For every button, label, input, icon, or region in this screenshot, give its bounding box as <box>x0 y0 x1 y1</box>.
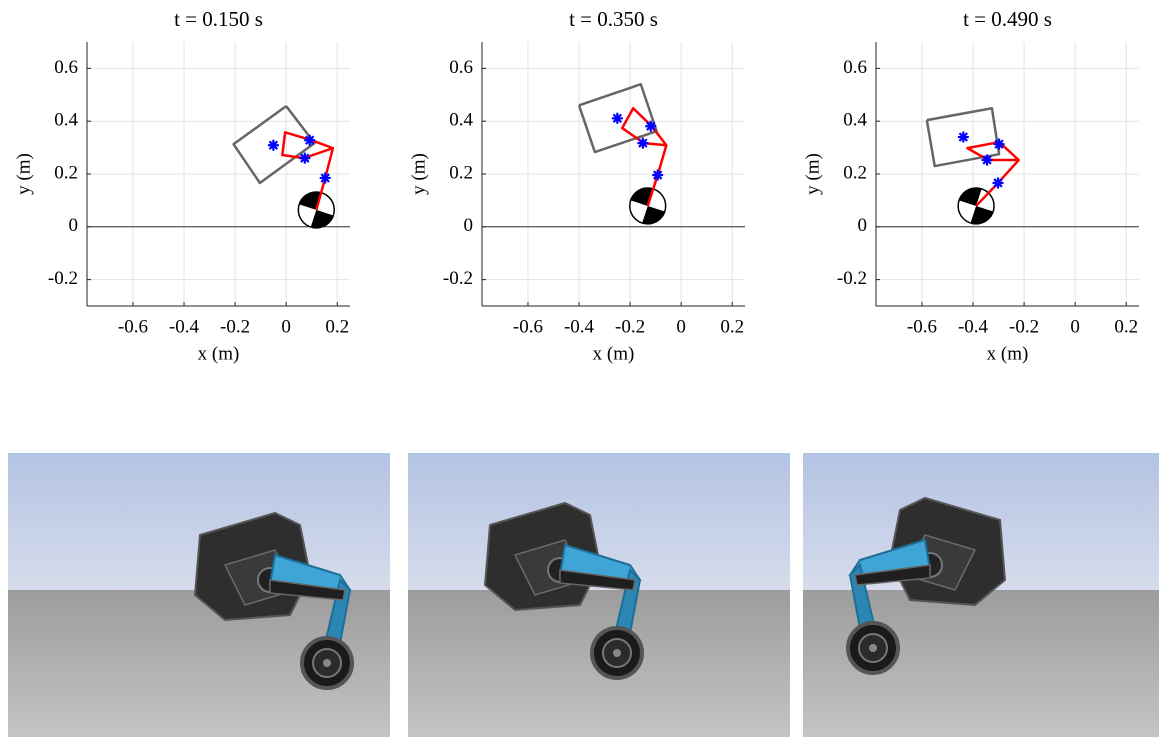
y-tick-label: 0.2 <box>54 162 78 183</box>
x-tick-label: -0.4 <box>169 316 200 337</box>
x-tick-label: -0.6 <box>907 316 937 337</box>
chart-title: t = 0.150 s <box>174 7 263 31</box>
joint-marker <box>994 139 1005 150</box>
y-tick-label: -0.2 <box>837 268 867 289</box>
joint-marker <box>320 172 331 183</box>
x-tick-label: 0.2 <box>325 316 349 337</box>
joint-marker <box>612 113 623 124</box>
y-tick-label: 0 <box>858 215 868 236</box>
x-tick-label: -0.2 <box>220 316 250 337</box>
y-tick-label: 0.4 <box>449 110 473 131</box>
y-tick-label: 0.4 <box>843 110 867 131</box>
y-tick-label: 0.6 <box>54 57 78 78</box>
figure: -0.2 0 0.2 0.4 0.6 -0.6 -0.4 -0.2 0 0.2 t = 0.150 … <box>0 0 1159 737</box>
x-axis-label: x (m) <box>198 343 240 364</box>
y-axis-label: y (m) <box>13 153 34 195</box>
render-panel <box>803 453 1159 737</box>
x-tick-label: 0 <box>281 316 291 337</box>
y-axis-label: y (m) <box>802 153 823 195</box>
joint-marker <box>299 153 310 164</box>
x-tick-label: -0.4 <box>564 316 595 337</box>
render-panel <box>8 453 390 737</box>
y-tick-label: 0.6 <box>449 57 473 78</box>
joint-marker <box>958 132 969 143</box>
x-tick-label: 0.2 <box>1114 316 1138 337</box>
joint-marker <box>268 140 279 151</box>
x-tick-label: -0.2 <box>615 316 645 337</box>
x-tick-label: -0.2 <box>1009 316 1039 337</box>
y-tick-label: 0.4 <box>54 110 78 131</box>
chart-title: t = 0.490 s <box>963 7 1052 31</box>
y-tick-label: 0.2 <box>843 162 867 183</box>
joint-marker <box>982 155 993 166</box>
wheel <box>630 188 666 224</box>
joint-marker <box>637 138 648 149</box>
render-panel <box>408 453 790 737</box>
y-tick-label: -0.2 <box>48 268 78 289</box>
joint-marker <box>993 177 1004 188</box>
y-tick-label: -0.2 <box>443 268 473 289</box>
x-axis-label: x (m) <box>593 343 635 364</box>
page: {"chart_data": [ {"type": "line", "title… <box>0 0 1159 737</box>
y-tick-label: 0 <box>464 215 474 236</box>
x-tick-label: 0 <box>676 316 686 337</box>
x-tick-label: 0.2 <box>720 316 744 337</box>
x-axis-label: x (m) <box>987 343 1029 364</box>
y-axis-label: y (m) <box>408 153 429 195</box>
joint-marker <box>645 121 656 132</box>
joint-marker <box>304 135 315 146</box>
y-tick-label: 0.2 <box>449 162 473 183</box>
joint-marker <box>652 170 663 181</box>
x-tick-label: -0.6 <box>513 316 543 337</box>
chart-title: t = 0.350 s <box>569 7 658 31</box>
y-tick-label: 0.6 <box>843 57 867 78</box>
y-tick-label: 0 <box>69 215 79 236</box>
x-tick-label: 0 <box>1070 316 1080 337</box>
x-tick-label: -0.4 <box>958 316 989 337</box>
x-tick-label: -0.6 <box>118 316 148 337</box>
